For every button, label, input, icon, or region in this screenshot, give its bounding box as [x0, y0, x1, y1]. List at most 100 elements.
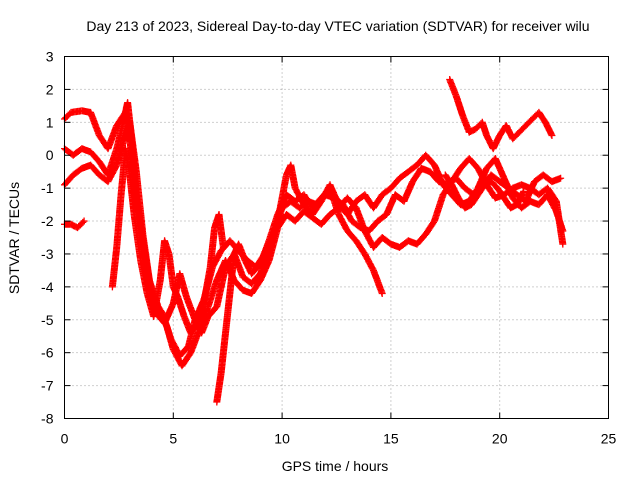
- data-marker: [215, 211, 227, 250]
- data-marker: [404, 162, 420, 176]
- data-marker: [248, 278, 263, 297]
- data-marker: [515, 123, 528, 136]
- data-marker: [559, 227, 567, 235]
- data-marker: [474, 182, 488, 199]
- y-tick-label: 1: [46, 114, 54, 130]
- data-marker: [126, 171, 138, 217]
- y-tick-label: 3: [46, 49, 54, 65]
- data-marker: [317, 212, 333, 228]
- data-marker: [213, 370, 225, 406]
- satellite-track-8: [441, 171, 528, 212]
- data-marker: [348, 217, 363, 231]
- data-marker: [80, 217, 88, 225]
- data-marker: [132, 168, 147, 237]
- data-marker: [400, 179, 416, 205]
- data-marker: [500, 174, 516, 201]
- data-marker: [489, 133, 503, 153]
- data-marker: [370, 192, 385, 212]
- data-marker: [248, 261, 263, 278]
- x-tick-label: 10: [274, 431, 290, 447]
- data-marker: [502, 122, 516, 141]
- data-layer: [61, 76, 567, 406]
- data-marker: [235, 240, 249, 263]
- x-tick-label: 25: [601, 431, 617, 447]
- data-marker: [198, 314, 212, 337]
- data-marker: [193, 301, 207, 327]
- data-marker: [378, 234, 394, 247]
- data-marker: [409, 166, 424, 186]
- data-marker: [370, 266, 386, 296]
- data-marker: [130, 211, 144, 263]
- data-marker: [396, 169, 411, 182]
- data-marker: [352, 237, 368, 257]
- data-marker: [509, 130, 522, 143]
- data-marker: [465, 186, 481, 205]
- satellite-track-3: [61, 118, 567, 337]
- data-marker: [487, 178, 500, 191]
- data-marker: [520, 187, 528, 195]
- data-marker: [176, 270, 190, 299]
- data-marker: [374, 211, 389, 225]
- data-marker: [300, 207, 315, 221]
- data-marker: [256, 238, 272, 268]
- data-marker: [365, 218, 381, 235]
- data-marker: [465, 126, 478, 136]
- x-tick-label: 5: [169, 431, 177, 447]
- data-marker: [361, 227, 377, 250]
- data-marker: [69, 165, 85, 179]
- data-marker: [491, 155, 507, 181]
- data-marker: [222, 291, 234, 337]
- y-tick-label: -6: [41, 345, 54, 361]
- x-tick-label: 20: [492, 431, 508, 447]
- y-tick-label: 2: [46, 81, 54, 97]
- data-marker: [557, 174, 565, 182]
- x-tick-label: 15: [383, 431, 399, 447]
- data-marker: [439, 181, 455, 197]
- x-tick-label: 0: [61, 431, 69, 447]
- data-marker: [248, 271, 263, 288]
- data-marker: [104, 163, 120, 186]
- tick-layer: 0 5 10 15 20 25 -8 -7 -6 -5 -4 -3 -2 -1 0 1 2 3: [41, 49, 616, 447]
- data-marker: [87, 108, 103, 138]
- data-marker: [182, 293, 198, 322]
- data-marker: [552, 207, 566, 234]
- data-marker: [113, 120, 127, 153]
- data-marker: [300, 191, 316, 211]
- data-marker: [326, 184, 342, 217]
- satellite-track-6: [213, 184, 386, 406]
- data-marker: [541, 118, 555, 138]
- data-marker: [137, 257, 151, 296]
- data-marker: [74, 218, 87, 232]
- data-marker: [387, 176, 402, 192]
- data-marker: [544, 191, 560, 214]
- data-marker: [161, 301, 177, 327]
- data-marker: [163, 322, 177, 352]
- grid-layer: [64, 56, 609, 419]
- data-marker: [150, 278, 164, 320]
- data-marker: [430, 192, 447, 225]
- data-marker: [204, 278, 220, 311]
- data-marker: [467, 192, 481, 209]
- y-tick-label: -1: [41, 180, 54, 196]
- plot-frame: [64, 56, 609, 419]
- data-marker: [361, 250, 377, 273]
- data-marker: [174, 293, 188, 319]
- y-tick-label: -8: [41, 411, 54, 427]
- data-marker: [104, 123, 120, 153]
- data-marker: [478, 118, 490, 138]
- data-marker: [309, 195, 324, 212]
- data-marker: [452, 92, 466, 118]
- satellite-track-7: [446, 76, 556, 153]
- data-marker: [217, 330, 229, 376]
- data-marker: [219, 243, 227, 251]
- chart-title: Day 213 of 2023, Sidereal Day-to-day VTE…: [86, 18, 589, 34]
- data-marker: [465, 155, 481, 171]
- data-marker: [352, 204, 368, 234]
- data-marker: [441, 171, 455, 188]
- data-marker: [139, 230, 153, 283]
- data-marker: [378, 289, 386, 297]
- data-marker: [178, 350, 194, 370]
- data-marker: [413, 231, 429, 248]
- y-tick-label: 0: [46, 147, 54, 163]
